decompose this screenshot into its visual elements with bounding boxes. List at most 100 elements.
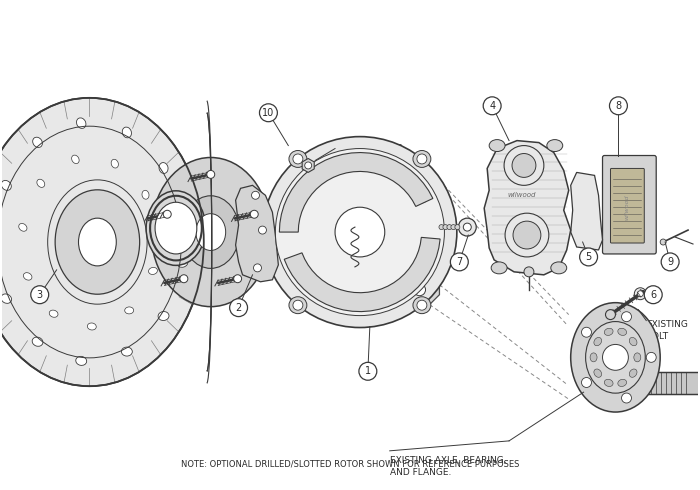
Bar bbox=[171, 223, 435, 237]
Ellipse shape bbox=[159, 163, 168, 173]
Ellipse shape bbox=[111, 159, 118, 168]
Polygon shape bbox=[236, 185, 279, 282]
Text: 6: 6 bbox=[650, 290, 657, 300]
Circle shape bbox=[314, 176, 326, 188]
Circle shape bbox=[513, 221, 541, 249]
Circle shape bbox=[180, 275, 188, 283]
Circle shape bbox=[325, 291, 337, 302]
Ellipse shape bbox=[33, 137, 43, 147]
Circle shape bbox=[163, 210, 172, 218]
Ellipse shape bbox=[335, 207, 385, 257]
Ellipse shape bbox=[49, 310, 58, 318]
Circle shape bbox=[417, 154, 427, 164]
Circle shape bbox=[230, 299, 248, 317]
Circle shape bbox=[293, 300, 303, 310]
Ellipse shape bbox=[489, 140, 505, 151]
Circle shape bbox=[258, 226, 267, 234]
Circle shape bbox=[260, 104, 277, 122]
Ellipse shape bbox=[547, 140, 563, 151]
Ellipse shape bbox=[604, 328, 613, 336]
Polygon shape bbox=[300, 171, 440, 305]
Ellipse shape bbox=[71, 155, 79, 164]
Ellipse shape bbox=[32, 337, 43, 346]
Text: 9: 9 bbox=[667, 257, 673, 267]
Circle shape bbox=[582, 377, 591, 388]
Ellipse shape bbox=[163, 218, 179, 242]
Ellipse shape bbox=[23, 272, 32, 280]
Ellipse shape bbox=[122, 127, 132, 138]
Circle shape bbox=[451, 224, 456, 230]
Ellipse shape bbox=[37, 179, 45, 187]
Ellipse shape bbox=[76, 118, 86, 128]
Circle shape bbox=[463, 223, 471, 231]
Ellipse shape bbox=[275, 148, 444, 316]
Ellipse shape bbox=[586, 321, 645, 393]
Text: EXISTING AXLE, BEARING,: EXISTING AXLE, BEARING, bbox=[390, 456, 506, 465]
Ellipse shape bbox=[570, 303, 660, 412]
Circle shape bbox=[483, 97, 501, 115]
Polygon shape bbox=[284, 237, 440, 312]
Circle shape bbox=[283, 219, 295, 231]
Bar bbox=[171, 220, 435, 240]
Text: EXISTING NUT: EXISTING NUT bbox=[338, 144, 401, 153]
Text: 5: 5 bbox=[585, 252, 591, 262]
Ellipse shape bbox=[413, 297, 430, 314]
Ellipse shape bbox=[125, 307, 134, 314]
Ellipse shape bbox=[594, 369, 601, 377]
Circle shape bbox=[580, 248, 598, 266]
FancyBboxPatch shape bbox=[610, 169, 644, 243]
Ellipse shape bbox=[19, 223, 27, 231]
Ellipse shape bbox=[121, 347, 132, 356]
Ellipse shape bbox=[618, 328, 626, 336]
Circle shape bbox=[417, 300, 427, 310]
Ellipse shape bbox=[142, 190, 149, 199]
Circle shape bbox=[339, 157, 351, 169]
Circle shape bbox=[359, 362, 377, 380]
Ellipse shape bbox=[151, 157, 270, 307]
Ellipse shape bbox=[158, 312, 169, 320]
Circle shape bbox=[662, 253, 679, 271]
Circle shape bbox=[314, 284, 326, 295]
Ellipse shape bbox=[146, 191, 206, 266]
Ellipse shape bbox=[88, 323, 97, 330]
Ellipse shape bbox=[289, 150, 307, 168]
Ellipse shape bbox=[629, 338, 637, 346]
Ellipse shape bbox=[182, 196, 239, 269]
Text: wilwood: wilwood bbox=[508, 192, 536, 198]
Circle shape bbox=[251, 210, 258, 218]
Ellipse shape bbox=[76, 356, 87, 366]
Circle shape bbox=[582, 327, 591, 337]
Circle shape bbox=[251, 191, 260, 199]
Circle shape bbox=[505, 213, 549, 257]
Ellipse shape bbox=[177, 258, 188, 267]
Circle shape bbox=[304, 162, 312, 169]
Circle shape bbox=[458, 218, 476, 236]
Circle shape bbox=[416, 191, 428, 203]
Text: wilwood: wilwood bbox=[625, 195, 630, 220]
Text: 2: 2 bbox=[235, 303, 241, 313]
Bar bbox=[615, 372, 700, 394]
Circle shape bbox=[450, 253, 468, 271]
Circle shape bbox=[414, 284, 426, 295]
Text: BOLT: BOLT bbox=[646, 332, 668, 341]
Ellipse shape bbox=[196, 214, 225, 250]
Ellipse shape bbox=[1, 294, 12, 303]
Ellipse shape bbox=[153, 238, 160, 246]
Text: 1: 1 bbox=[365, 367, 371, 376]
Circle shape bbox=[637, 291, 643, 297]
Ellipse shape bbox=[618, 379, 626, 387]
Ellipse shape bbox=[1, 180, 11, 191]
Text: 10: 10 bbox=[262, 108, 274, 118]
Ellipse shape bbox=[491, 262, 507, 274]
Ellipse shape bbox=[289, 297, 307, 314]
Ellipse shape bbox=[634, 353, 640, 362]
Circle shape bbox=[622, 393, 631, 403]
Circle shape bbox=[644, 286, 662, 304]
Circle shape bbox=[660, 239, 666, 245]
Polygon shape bbox=[302, 158, 314, 172]
Ellipse shape bbox=[178, 216, 187, 227]
Circle shape bbox=[31, 286, 49, 304]
Circle shape bbox=[622, 312, 631, 321]
Circle shape bbox=[206, 171, 215, 178]
Text: 4: 4 bbox=[489, 101, 495, 111]
